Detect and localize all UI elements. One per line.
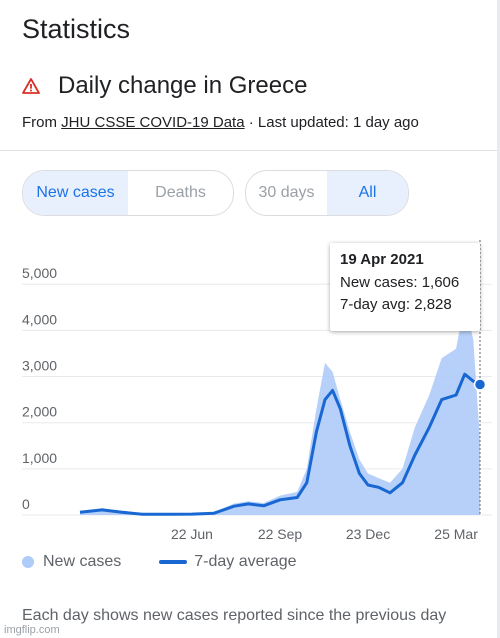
new-cases-tab[interactable]: New cases [23,171,128,215]
all-tab[interactable]: All [327,171,408,215]
chart-area[interactable]: 0 1,000 2,000 3,000 4,000 5,000 22 Jun 22 Sep 23… [0,240,497,550]
last-updated: · Last updated: 1 day ago [244,114,419,131]
range-toggle: 30 days All [245,170,409,216]
source-prefix: From [22,114,62,131]
new-cases-legend-swatch [22,556,34,568]
cases-chart[interactable]: 0 1,000 2,000 3,000 4,000 5,000 22 Jun 22 Sep 23… [0,240,497,550]
y-tick-label: 2,000 [22,404,57,420]
footnote: Each day shows new cases reported since … [22,607,447,624]
watermark: imgflip.com [4,624,60,636]
y-tick-label: 1,000 [22,450,57,466]
tooltip-average: 7-day avg: 2,828 [340,296,452,313]
divider [0,150,497,151]
source-line: From JHU CSSE COVID-19 Data · Last updat… [22,114,419,131]
page-title: Statistics [22,14,131,44]
x-tick-label: 22 Jun [171,526,213,542]
x-tick-label: 25 Mar [434,526,478,542]
new-cases-area [80,302,480,515]
section-header: Daily change in Greece [22,72,307,100]
warning-triangle-icon[interactable] [22,77,40,95]
average-legend-label: 7-day average [194,553,297,570]
seven-day-average-line [79,372,481,516]
deaths-tab[interactable]: Deaths [155,184,206,201]
average-legend-swatch [159,560,188,564]
x-tick-label: 22 Sep [258,526,303,542]
metric-toggle: New cases Deaths [22,170,234,216]
chart-tooltip: 19 Apr 2021 New cases: 1,606 7-day avg: … [330,243,480,331]
chart-legend: New cases 7-day average [22,553,297,571]
tooltip-date: 19 Apr 2021 [340,251,424,268]
window-edge [497,0,500,638]
30-days-tab[interactable]: 30 days [258,184,315,201]
x-tick-label: 23 Dec [346,526,390,542]
selected-point-dot [473,378,487,391]
tooltip-new-cases: New cases: 1,606 [340,274,460,291]
new-cases-legend-label: New cases [43,553,122,570]
source-link[interactable]: JHU CSSE COVID-19 Data [61,114,245,131]
y-tick-label: 0 [22,496,30,512]
y-tick-label: 3,000 [22,358,57,374]
y-tick-label: 4,000 [22,311,57,327]
section-title: Daily change in Greece [58,72,308,99]
y-tick-label: 5,000 [22,265,57,281]
